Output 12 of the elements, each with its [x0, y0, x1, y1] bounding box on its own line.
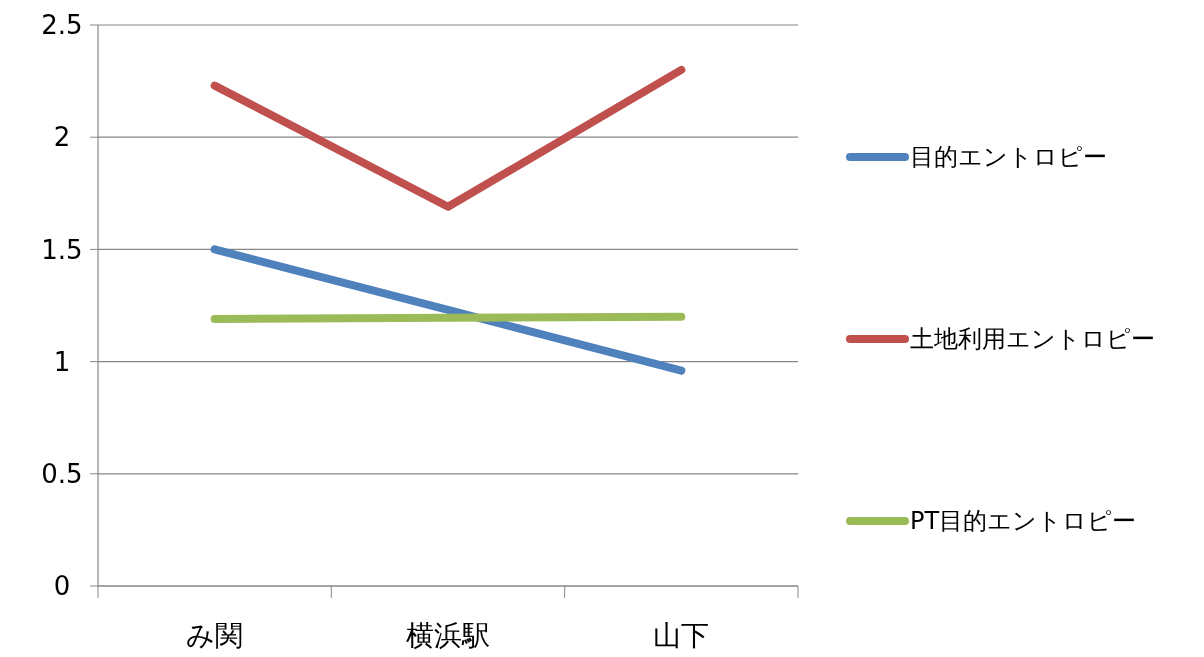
x-tick-label: 山下	[653, 619, 710, 652]
y-tick-label: 0.5	[41, 458, 83, 489]
x-tick-label: み関	[186, 619, 244, 652]
x-tick-label: 横浜駅	[406, 619, 490, 652]
legend-label: PT目的エントロピー	[910, 507, 1137, 536]
legend-label: 土地利用エントロピー	[910, 325, 1155, 354]
y-tick-label: 1	[53, 346, 71, 377]
y-tick-label: 0	[53, 571, 71, 602]
y-tick-label: 2	[53, 122, 71, 153]
y-tick-label: 1.5	[41, 234, 83, 265]
legend-label: 目的エントロピー	[910, 143, 1107, 172]
y-tick-label: 2.5	[41, 10, 83, 41]
